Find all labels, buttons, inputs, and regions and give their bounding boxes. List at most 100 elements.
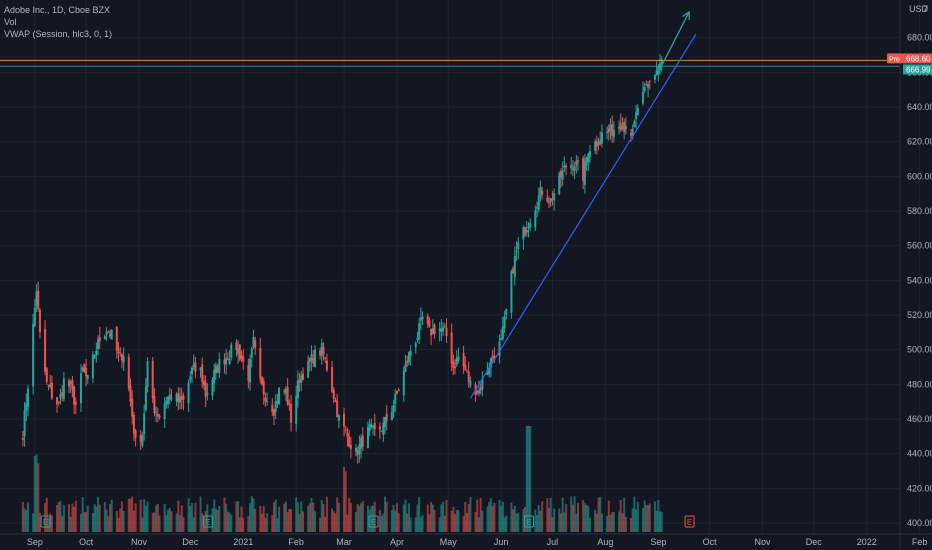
earnings-marker[interactable]	[40, 515, 51, 528]
earnings-marker-label: E	[687, 518, 692, 527]
volume-bar	[464, 501, 467, 532]
candle-body	[512, 268, 515, 274]
candle-body	[264, 397, 267, 402]
volume-bar	[354, 511, 357, 532]
candle-body	[402, 370, 405, 396]
candle-body	[25, 403, 28, 411]
candle-body	[513, 255, 516, 277]
candle-body	[348, 436, 351, 447]
earnings-marker[interactable]	[202, 515, 213, 528]
volume-bar	[594, 509, 597, 532]
volume-bar	[158, 515, 161, 532]
volume-indicator-label[interactable]: Vol	[4, 17, 17, 27]
last-price-label: 666.99	[906, 65, 931, 74]
candle-body	[33, 307, 36, 327]
volume-bar	[143, 499, 146, 532]
candle-body	[454, 366, 457, 369]
volume-bar	[98, 504, 101, 532]
candle-body	[214, 365, 217, 374]
candle-body	[358, 444, 361, 454]
candle-body	[238, 344, 241, 360]
candle-body	[202, 380, 205, 386]
candle-body	[182, 395, 185, 400]
price-tick-label: 440.00	[907, 449, 932, 459]
candle-body	[57, 402, 60, 404]
candle-body	[165, 400, 168, 405]
volume-bar	[201, 513, 204, 532]
candle-body	[272, 408, 275, 416]
candlestick-series	[21, 54, 663, 464]
candle-body	[612, 129, 615, 138]
volume-bar	[469, 496, 472, 532]
volume-bar	[551, 516, 554, 532]
candle-body	[86, 375, 89, 379]
volume-bar	[204, 511, 207, 532]
candle-body	[565, 165, 568, 168]
time-axis[interactable]: Sep Oct Nov Dec 2021 Feb Mar Apr May Jun Jul Aug Sep…	[0, 533, 932, 547]
drawing-overlays[interactable]	[0, 10, 900, 399]
candle-body	[131, 398, 134, 417]
volume-bar	[242, 517, 245, 532]
candle-body	[298, 379, 301, 383]
volume-bar	[631, 508, 634, 532]
candle-body	[570, 165, 573, 169]
volume-bar	[308, 503, 311, 532]
candle-body	[110, 329, 113, 340]
price-axis[interactable]: 7 USD 400.00 420.00 440.00 460.00 480.00 500.…	[887, 0, 932, 550]
candle-body	[247, 365, 250, 381]
pre-badge[interactable]	[887, 53, 903, 64]
candle-body	[167, 396, 170, 404]
candle-body	[97, 339, 100, 350]
projection-arrow[interactable]	[661, 11, 690, 66]
candle-body	[103, 336, 106, 339]
candle-body	[122, 356, 125, 363]
candle-body	[426, 315, 429, 324]
vwap-indicator-label[interactable]: VWAP (Session, hlc3, 0, 1)	[4, 29, 113, 39]
volume-bar	[274, 499, 277, 532]
candle-body	[488, 367, 491, 374]
volume-bar	[50, 515, 53, 532]
candle-body	[575, 160, 578, 166]
candle-body	[296, 380, 299, 399]
candle-body	[452, 361, 455, 368]
volume-bar	[438, 517, 441, 532]
candle-body	[302, 373, 305, 381]
candle-body	[85, 368, 88, 377]
volume-bar	[103, 502, 106, 532]
candle-body	[74, 401, 77, 405]
volume-bar	[512, 509, 515, 532]
volume-bar	[240, 506, 243, 532]
volume-bar	[489, 498, 492, 532]
earnings-marker[interactable]	[524, 515, 535, 528]
candle-body	[529, 223, 532, 228]
volume-bar	[343, 467, 346, 532]
earnings-marker-label: E	[371, 518, 376, 527]
candle-body	[595, 140, 598, 147]
volume-bar	[488, 502, 491, 532]
candle-body	[132, 414, 135, 434]
candle-body	[228, 358, 231, 364]
candle-body	[643, 86, 646, 92]
volume-bar	[179, 515, 182, 532]
candle-body	[194, 362, 197, 372]
symbol-title[interactable]: Adobe Inc., 1D, Cboe BZX	[4, 5, 111, 15]
candle-body	[609, 124, 612, 131]
volume-bar	[645, 504, 648, 532]
earnings-marker[interactable]	[684, 515, 695, 528]
volume-bar	[421, 515, 424, 532]
candle-body	[466, 371, 469, 373]
candle-body	[443, 326, 446, 328]
earnings-marker[interactable]	[368, 515, 379, 528]
volume-bar	[505, 515, 508, 532]
candle-body	[553, 193, 556, 201]
candle-body	[559, 171, 562, 178]
trendline[interactable]	[469, 33, 697, 399]
volume-bar	[570, 496, 573, 532]
volume-bar	[380, 515, 383, 532]
candle-body	[430, 328, 433, 336]
volume-bar	[141, 517, 144, 532]
time-tick-label: Oct	[79, 537, 94, 547]
candle-body	[144, 386, 147, 410]
